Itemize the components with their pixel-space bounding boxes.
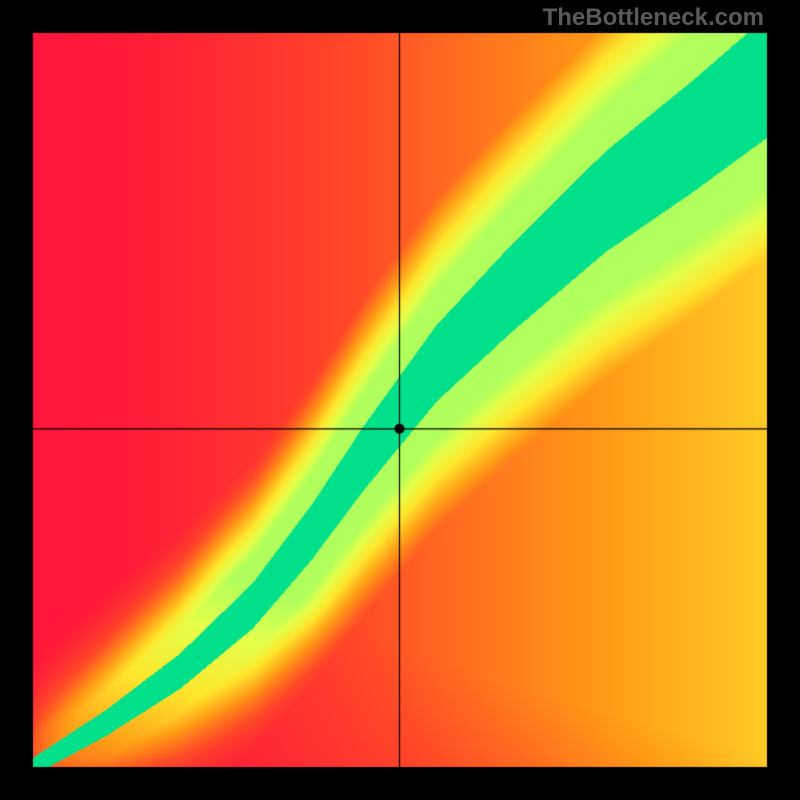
bottleneck-heatmap (0, 0, 800, 800)
figure-container: TheBottleneck.com (0, 0, 800, 800)
watermark-label: TheBottleneck.com (543, 4, 764, 32)
